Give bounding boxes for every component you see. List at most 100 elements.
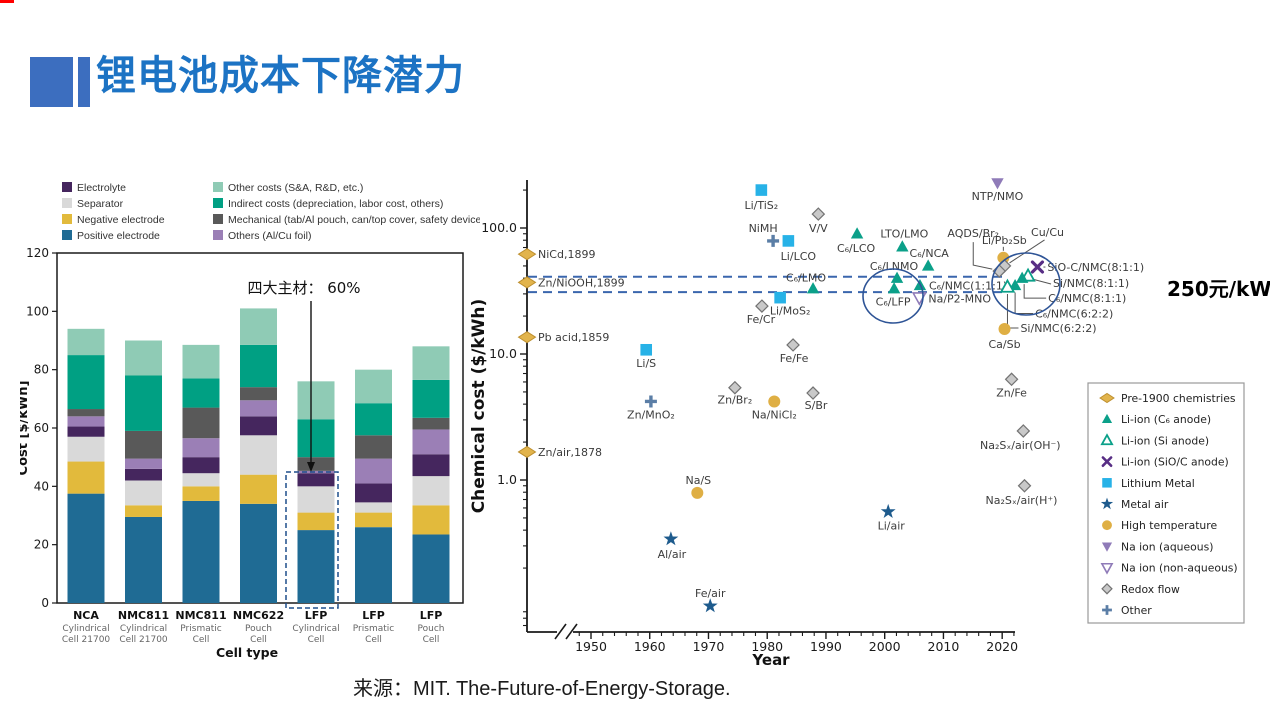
legend-frame	[1087, 382, 1245, 624]
legend-item-Li-ion (C₆ anode): Li-ion (C₆ anode)	[1101, 413, 1211, 426]
four-materials-dashed-box	[285, 471, 339, 609]
bar-segment	[67, 426, 105, 437]
label-leader-line	[1009, 239, 1045, 264]
scatter-point-Li/Pb₂Sb: Li/Pb₂Sb	[982, 234, 1027, 264]
point-label: SiO-C/NMC(8:1:1)	[1047, 261, 1144, 274]
diamond-icon	[786, 338, 800, 352]
scatter-point-Fe/Cr: Fe/Cr	[747, 299, 776, 326]
top-left-red-mark	[0, 0, 14, 3]
scatter-point-Zn/Fe: Zn/Fe	[996, 372, 1027, 399]
bar-segment	[297, 473, 335, 487]
point-label: Zn/Fe	[996, 386, 1027, 399]
bar-segment	[412, 346, 450, 380]
bar-segment	[412, 476, 450, 506]
plus-icon	[767, 234, 780, 247]
point-label: Li/air	[878, 520, 906, 533]
point-label: Cu/Cu	[1031, 226, 1064, 239]
bar-segment	[240, 416, 277, 436]
point-label: Li/S	[636, 357, 656, 370]
scatter-point-Zn/NiOOH,1899: Zn/NiOOH,1899	[517, 276, 625, 289]
scatter-point-Li/MoS₂: Li/MoS₂	[770, 291, 810, 318]
bar-segment	[182, 473, 220, 487]
point-label: Na/P2-MNO	[928, 293, 991, 306]
bar-category-sublabel: Cell	[365, 635, 382, 645]
diamond-icon	[811, 207, 826, 221]
point-label: S/Br	[805, 399, 828, 412]
bar-segment	[355, 483, 392, 503]
annotation-arrow-head	[307, 462, 315, 472]
bar-segment	[297, 419, 335, 458]
scatter-point-C₆/LCO: C₆/LCO	[837, 227, 876, 255]
y-tick-label: 80	[34, 363, 49, 377]
bar-legend-item: Other costs (S&A, R&D, etc.)	[213, 182, 363, 194]
point-label: C₆/NMC(6:2:2)	[1035, 307, 1113, 320]
scatter-point-C₆/NCA: C₆/NCA	[910, 247, 949, 271]
legend-label: Pre-1900 chemistries	[1121, 392, 1236, 405]
bar-segment	[412, 417, 450, 430]
point-label: C₆/LCO	[837, 242, 876, 255]
scatter-point-Fe/air: Fe/air	[695, 587, 726, 613]
bar-segment	[67, 416, 105, 427]
highlight-ellipse	[862, 268, 924, 324]
bar-segment	[182, 486, 220, 501]
x-marker-icon	[1030, 260, 1045, 274]
bar-category-sublabel: Cell	[308, 635, 325, 645]
legend-label: Separator	[77, 198, 124, 210]
bar-category-sublabel: Cell 21700	[62, 635, 111, 645]
point-label: Na/NiCl₂	[752, 408, 797, 421]
scatter-point-Si/NMC(8:1:1): Si/NMC(8:1:1)	[1020, 267, 1129, 290]
bar-segment	[182, 344, 220, 379]
legend-label: High temperature	[1121, 519, 1217, 532]
point-label: Fe/air	[695, 587, 726, 600]
x-tick-label: 1980	[751, 639, 783, 654]
bar-segment	[240, 400, 277, 417]
scatter-point-Li/S: Li/S	[636, 343, 656, 370]
point-label: Zn/NiOOH,1899	[538, 276, 625, 289]
scatter-point-Li/TiS₂: Li/TiS₂	[744, 184, 778, 212]
bar-NMC811-2	[182, 344, 220, 603]
y-tick-label: 10.0	[489, 346, 517, 361]
legend-item-Pre-1900 chemistries: Pre-1900 chemistries	[1099, 392, 1236, 405]
point-label: C₆/LNMO	[870, 260, 919, 273]
bar-category-sublabel: Cell	[250, 635, 267, 645]
scatter-point-S/Br: S/Br	[805, 386, 828, 412]
bar-segment	[182, 438, 220, 458]
legend-item-Na ion (aqueous): Na ion (aqueous)	[1101, 540, 1213, 553]
scatter-point-Na/NiCl₂: Na/NiCl₂	[752, 395, 797, 421]
bar-segment	[355, 435, 392, 459]
cost-bar-chart: Electrolyte Separator Negative electrode Po…	[20, 182, 480, 660]
triangle-icon	[887, 282, 901, 294]
legend-label: Others (Al/Cu foil)	[228, 230, 311, 242]
scatter-point-Na/P2-MNO: Na/P2-MNO	[911, 292, 991, 306]
diamond-icon	[755, 299, 769, 313]
point-label: AQDS/Br₂	[947, 227, 999, 240]
scatter-point-NiMH: NiMH	[749, 222, 780, 247]
legend-label: Mechanical (tab/Al pouch, can/top cover,…	[228, 214, 480, 226]
bar-segment	[412, 379, 450, 418]
bar-segment	[412, 454, 450, 477]
scatter-point-V/V: V/V	[809, 207, 828, 235]
point-label: V/V	[809, 222, 828, 235]
legend-swatch	[213, 182, 223, 192]
point-label: Li/LCO	[781, 250, 817, 263]
scatter-point-Li/LCO: Li/LCO	[781, 235, 817, 263]
bar-segment	[125, 516, 162, 603]
y-tick-label: 100	[26, 304, 49, 318]
bar-segment	[240, 503, 277, 603]
bar-segment	[125, 430, 162, 459]
bar-NMC622-3	[240, 308, 277, 603]
bar-segment	[297, 470, 335, 474]
bar-segment	[182, 407, 220, 439]
legend-item-Lithium Metal: Lithium Metal	[1102, 477, 1195, 490]
scatter-point-NTP/NMO: NTP/NMO	[972, 178, 1024, 203]
scatter-point-Zn/air,1878: Zn/air,1878	[517, 445, 602, 459]
bar-LFP-6	[412, 346, 450, 603]
bar-segment	[240, 308, 277, 345]
x-tick-label: 1970	[693, 639, 725, 654]
scatter-point-Na₂Sₓ/air(OH⁻): Na₂Sₓ/air(OH⁻)	[980, 424, 1061, 452]
bar-category-label: NMC811	[118, 609, 169, 622]
plus-icon	[644, 395, 657, 408]
pre1900-diamond-icon	[517, 331, 537, 344]
point-label: Na₂Sₓ/air(H⁺)	[986, 494, 1058, 507]
point-label: NiMH	[749, 222, 778, 235]
